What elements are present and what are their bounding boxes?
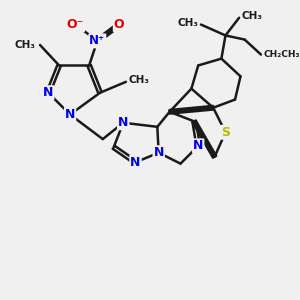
Text: N⁺: N⁺ [89,34,105,47]
Text: N: N [154,146,164,159]
Text: N: N [130,156,141,169]
Text: N: N [118,116,128,129]
Text: N: N [65,108,75,121]
Text: CH₃: CH₃ [15,40,36,50]
Text: CH₃: CH₃ [242,11,263,21]
Text: N: N [43,86,53,99]
Text: CH₃: CH₃ [129,76,150,85]
Text: N: N [193,140,203,152]
Text: CH₃: CH₃ [177,18,198,28]
Text: S: S [221,126,230,139]
Text: CH₂CH₃: CH₂CH₃ [264,50,300,59]
Text: O⁻: O⁻ [67,18,84,31]
Text: O: O [114,18,124,31]
